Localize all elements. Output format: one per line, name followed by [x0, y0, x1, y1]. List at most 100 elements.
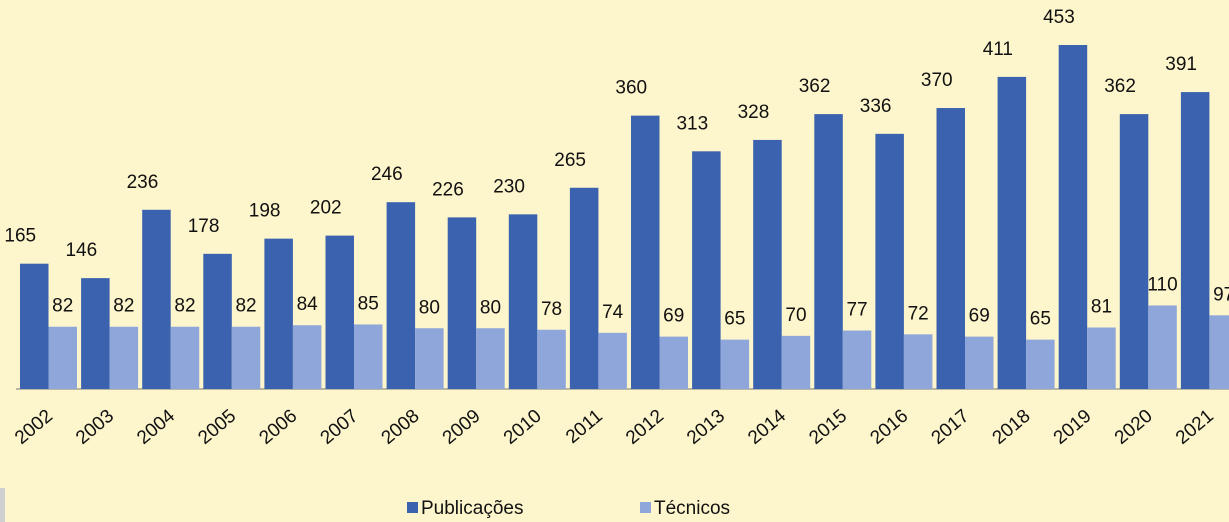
bar	[264, 238, 293, 389]
data-label: 97	[1213, 284, 1229, 305]
data-label: 72	[908, 303, 929, 324]
data-label: 453	[1043, 7, 1075, 28]
x-tick-label: 2017	[928, 406, 974, 449]
data-label: 74	[602, 302, 624, 323]
data-label: 65	[724, 309, 745, 330]
bar	[142, 209, 171, 389]
bar	[447, 217, 477, 389]
bar	[48, 326, 77, 389]
data-label: 69	[663, 306, 684, 327]
bar	[692, 151, 721, 389]
data-label: 265	[554, 150, 586, 171]
bar	[1026, 339, 1055, 389]
data-label: 362	[799, 76, 831, 97]
data-label: 360	[615, 78, 647, 99]
bar	[659, 336, 688, 389]
bar	[231, 326, 261, 389]
x-tick-label: 2010	[500, 406, 546, 449]
data-label: 230	[493, 176, 525, 197]
bar	[1119, 114, 1149, 389]
side-decoration	[0, 488, 5, 522]
x-tick-label: 2005	[194, 406, 240, 449]
data-label: 85	[358, 293, 379, 314]
bar	[386, 202, 416, 389]
bar	[1209, 315, 1229, 389]
x-tick-label: 2008	[378, 406, 424, 449]
data-label: 77	[846, 300, 867, 321]
bar	[109, 326, 139, 389]
x-tick-label: 2002	[11, 406, 57, 449]
data-label: 70	[785, 305, 806, 326]
data-label: 69	[969, 306, 990, 327]
data-label: 65	[1030, 309, 1051, 330]
x-tick-label: 2007	[317, 406, 363, 449]
bar	[20, 263, 49, 389]
x-tick-label: 2004	[133, 405, 179, 449]
data-label: 80	[419, 297, 440, 318]
bar	[631, 115, 660, 390]
bar	[814, 114, 843, 389]
data-label: 80	[480, 297, 501, 318]
x-tick-label: 2006	[255, 406, 301, 449]
bar	[903, 334, 933, 389]
bar	[997, 76, 1027, 389]
data-label: 411	[983, 39, 1013, 60]
bar	[1180, 92, 1210, 390]
bar	[203, 253, 232, 389]
bar	[965, 336, 994, 389]
data-label: 82	[235, 296, 256, 317]
data-label: 82	[113, 296, 134, 317]
data-label: 202	[310, 198, 342, 219]
bar	[875, 133, 904, 389]
bar	[720, 339, 750, 389]
x-tick-label: 2003	[72, 406, 118, 449]
data-label: 226	[432, 179, 464, 200]
data-label: 391	[1165, 54, 1197, 75]
x-tick-label: 2014	[744, 405, 790, 449]
bar	[1148, 305, 1177, 389]
x-tick-label: 2013	[683, 406, 729, 449]
data-label: 370	[921, 70, 953, 91]
data-label: 165	[4, 226, 36, 247]
x-tick-label: 2021	[1172, 406, 1218, 449]
bar	[81, 278, 110, 389]
data-label: 146	[65, 240, 97, 261]
x-tick-label: 2019	[1050, 406, 1096, 449]
bar	[325, 235, 354, 389]
x-tick-label: 2011	[562, 406, 607, 448]
data-label: 246	[371, 164, 403, 185]
data-label: 178	[188, 216, 220, 237]
bar	[508, 214, 538, 389]
bar	[842, 330, 872, 389]
bar	[1087, 327, 1116, 389]
data-label: 236	[127, 172, 159, 193]
x-tick-label: 2015	[805, 406, 851, 449]
legend-swatch	[640, 502, 651, 513]
bar	[415, 328, 444, 389]
data-label: 82	[52, 296, 73, 317]
bar	[292, 325, 322, 389]
data-label: 198	[249, 201, 281, 222]
data-label: 81	[1091, 297, 1112, 318]
x-tick-label: 2020	[1111, 406, 1157, 449]
data-label: 78	[541, 299, 562, 320]
x-tick-label: 2012	[622, 406, 668, 449]
legend-label: Técnicos	[654, 498, 730, 519]
bar	[569, 187, 599, 389]
data-label: 82	[174, 296, 195, 317]
legend-swatch	[407, 502, 418, 513]
bar	[1058, 45, 1088, 389]
bar	[537, 329, 566, 389]
bar	[354, 324, 383, 389]
bar	[170, 326, 200, 389]
bar	[781, 335, 811, 389]
x-tick-label: 2018	[989, 406, 1035, 449]
data-label: 336	[860, 96, 892, 117]
bar	[936, 108, 965, 390]
bar	[476, 328, 505, 389]
data-label: 110	[1147, 274, 1177, 295]
data-label: 84	[297, 294, 319, 315]
data-label: 328	[738, 102, 770, 123]
data-label: 313	[676, 113, 708, 134]
